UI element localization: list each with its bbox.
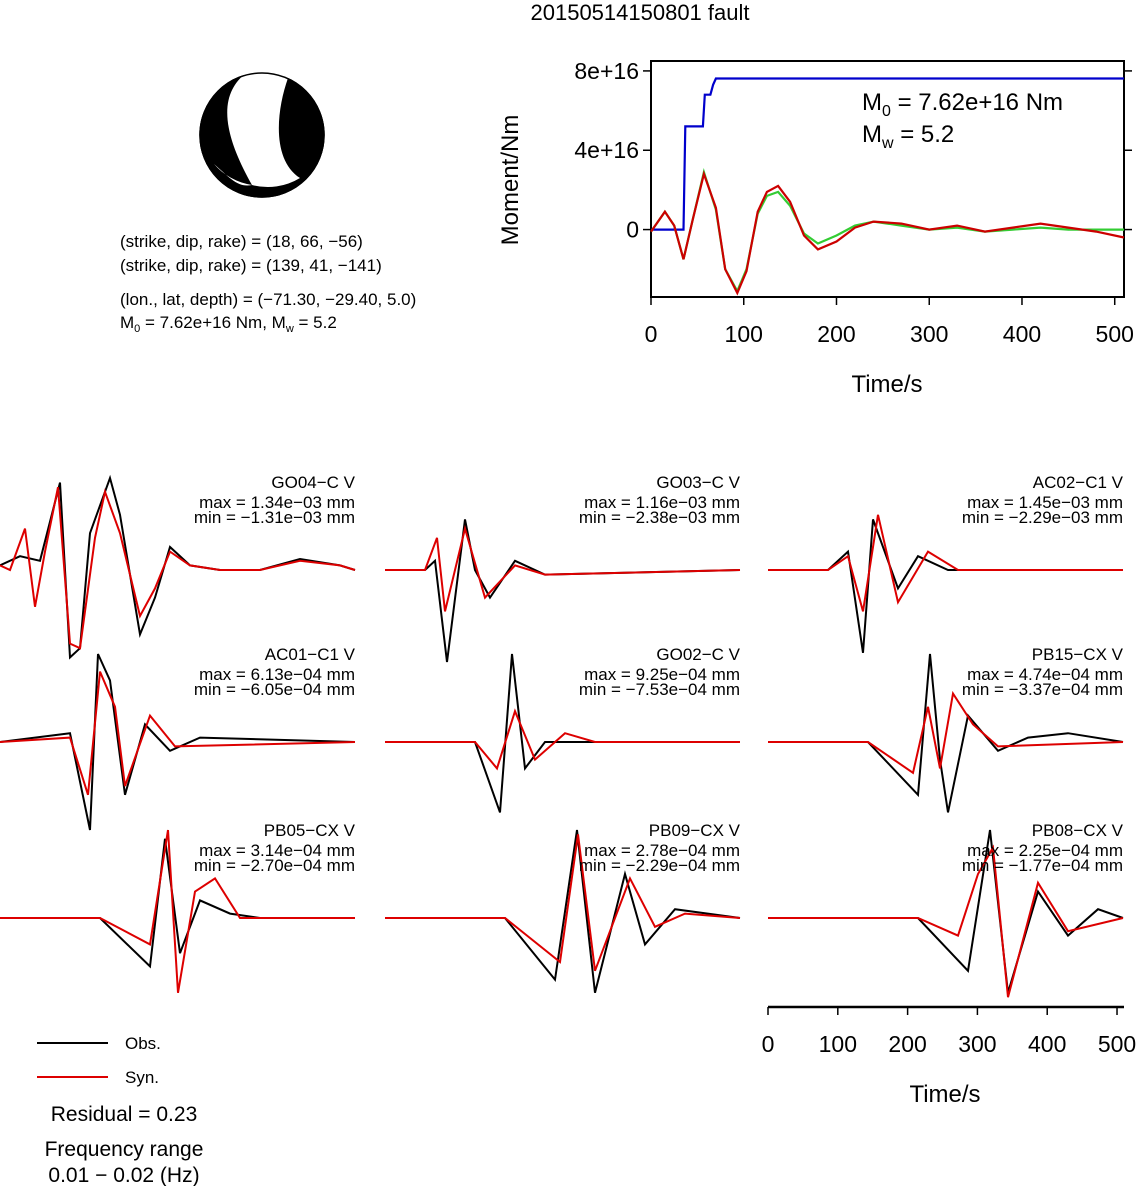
synthetic-trace	[385, 524, 741, 612]
wave-xtick-label: 200	[888, 1031, 926, 1057]
station-max: max = 9.25e−04 mm	[584, 665, 740, 684]
moment-plot-frame	[650, 60, 1125, 298]
moment-ylabel: Moment/Nm	[497, 115, 524, 246]
moment-xtick-label: 200	[817, 321, 855, 347]
station-name: GO04−C V	[271, 473, 355, 492]
moment-mw-annotation: Mw = 5.2	[862, 121, 954, 152]
legend-obs-label: Obs.	[125, 1034, 161, 1053]
moment-xtick-label: 400	[1003, 321, 1041, 347]
legend-syn-label: Syn.	[125, 1068, 159, 1087]
station-max: max = 6.13e−04 mm	[199, 665, 355, 684]
synthetic-trace	[385, 708, 740, 771]
nodal-plane-2: (strike, dip, rake) = (139, 41, −141)	[120, 256, 382, 275]
station-name: GO03−C V	[656, 473, 740, 492]
stf-red-line	[650, 170, 1125, 296]
residual-text: Residual = 0.23	[51, 1103, 198, 1126]
figure-title: 20150514150801 fault	[531, 0, 750, 25]
moment-m0-annotation: M0 = 7.62e+16 Nm	[862, 89, 1063, 120]
moment-xtick-label: 0	[645, 321, 658, 347]
observed-trace	[0, 653, 356, 831]
wave-xtick-label: 300	[958, 1031, 996, 1057]
moment-ytick-label: 4e+16	[574, 137, 639, 163]
location-depth: (lon., lat, depth) = (−71.30, −29.40, 5.…	[120, 290, 416, 309]
station-max: max = 3.14e−04 mm	[199, 841, 355, 860]
station-max: max = 2.78e−04 mm	[584, 841, 740, 860]
waveform-xlabel: Time/s	[909, 1081, 980, 1108]
station-name: AC02−C1 V	[1033, 473, 1124, 492]
moment-ytick-label: 8e+16	[574, 58, 639, 84]
station-min: min = −2.29e−03 mm	[962, 508, 1123, 527]
station-name: PB08−CX V	[1032, 821, 1124, 840]
station-min: min = −1.77e−04 mm	[962, 856, 1123, 875]
station-name: GO02−C V	[656, 645, 740, 664]
station-min: min = −6.05e−04 mm	[194, 680, 355, 699]
moment-xtick-label: 100	[725, 321, 763, 347]
mechanism-text: (strike, dip, rake) = (18, 66, −56) (str…	[120, 232, 416, 335]
station-max: max = 1.45e−03 mm	[967, 493, 1123, 512]
station-name: PB09−CX V	[649, 821, 741, 840]
synthetic-trace	[385, 834, 741, 972]
moment-xtick-label: 300	[910, 321, 948, 347]
waveform-time-axis: 0 100 200 300 400 500	[762, 1005, 1136, 1057]
beachball	[199, 71, 325, 198]
station-max: max = 1.16e−03 mm	[584, 493, 740, 512]
station-name: AC01−C1 V	[265, 645, 356, 664]
observed-trace	[0, 838, 355, 969]
observed-trace	[768, 519, 1123, 653]
moment-rate-panel: 0 4e+16 8e+16 0 100 200 300 400 500 Moment/Nm Ti…	[497, 58, 1134, 398]
synthetic-trace	[768, 690, 1124, 775]
frequency-range-title: Frequency range	[45, 1138, 204, 1161]
synthetic-trace	[768, 514, 1123, 612]
frequency-range-value: 0.01 − 0.02 (Hz)	[48, 1164, 199, 1186]
wave-xtick-label: 400	[1028, 1031, 1066, 1057]
synthetic-trace	[0, 671, 356, 796]
observed-trace	[768, 653, 1124, 813]
station-max: max = 2.25e−04 mm	[967, 841, 1123, 860]
station-name: PB15−CX V	[1032, 645, 1124, 664]
station-max: max = 4.74e−04 mm	[967, 665, 1123, 684]
station-name: PB05−CX V	[264, 821, 356, 840]
wave-xtick-label: 100	[819, 1031, 857, 1057]
station-min: min = −1.31e−03 mm	[194, 508, 355, 527]
moment-xlabel: Time/s	[851, 371, 922, 398]
legend: Obs. Syn. Residual = 0.23 Frequency rang…	[37, 1034, 203, 1186]
station-max: max = 1.34e−03 mm	[199, 493, 355, 512]
synthetic-trace	[0, 829, 355, 993]
moment-summary: M0 = 7.62e+16 Nm, Mw = 5.2	[120, 313, 337, 335]
nodal-plane-1: (strike, dip, rake) = (18, 66, −56)	[120, 232, 363, 251]
synthetic-trace	[0, 487, 356, 650]
moment-cumulative-line	[651, 77, 1124, 231]
synthetic-trace	[768, 844, 1124, 998]
station-min: min = −2.70e−04 mm	[194, 856, 355, 875]
wave-xtick-label: 0	[762, 1031, 775, 1057]
station-min: min = −7.53e−04 mm	[579, 680, 740, 699]
stf-green-line	[650, 167, 1124, 294]
moment-ytick-label: 0	[626, 217, 639, 243]
observed-trace	[385, 829, 741, 994]
moment-xtick-label: 500	[1096, 321, 1134, 347]
station-min: min = −2.29e−04 mm	[579, 856, 740, 875]
wave-xtick-label: 500	[1098, 1031, 1136, 1057]
station-min: min = −2.38e−03 mm	[579, 508, 740, 527]
station-min: min = −3.37e−04 mm	[962, 680, 1123, 699]
